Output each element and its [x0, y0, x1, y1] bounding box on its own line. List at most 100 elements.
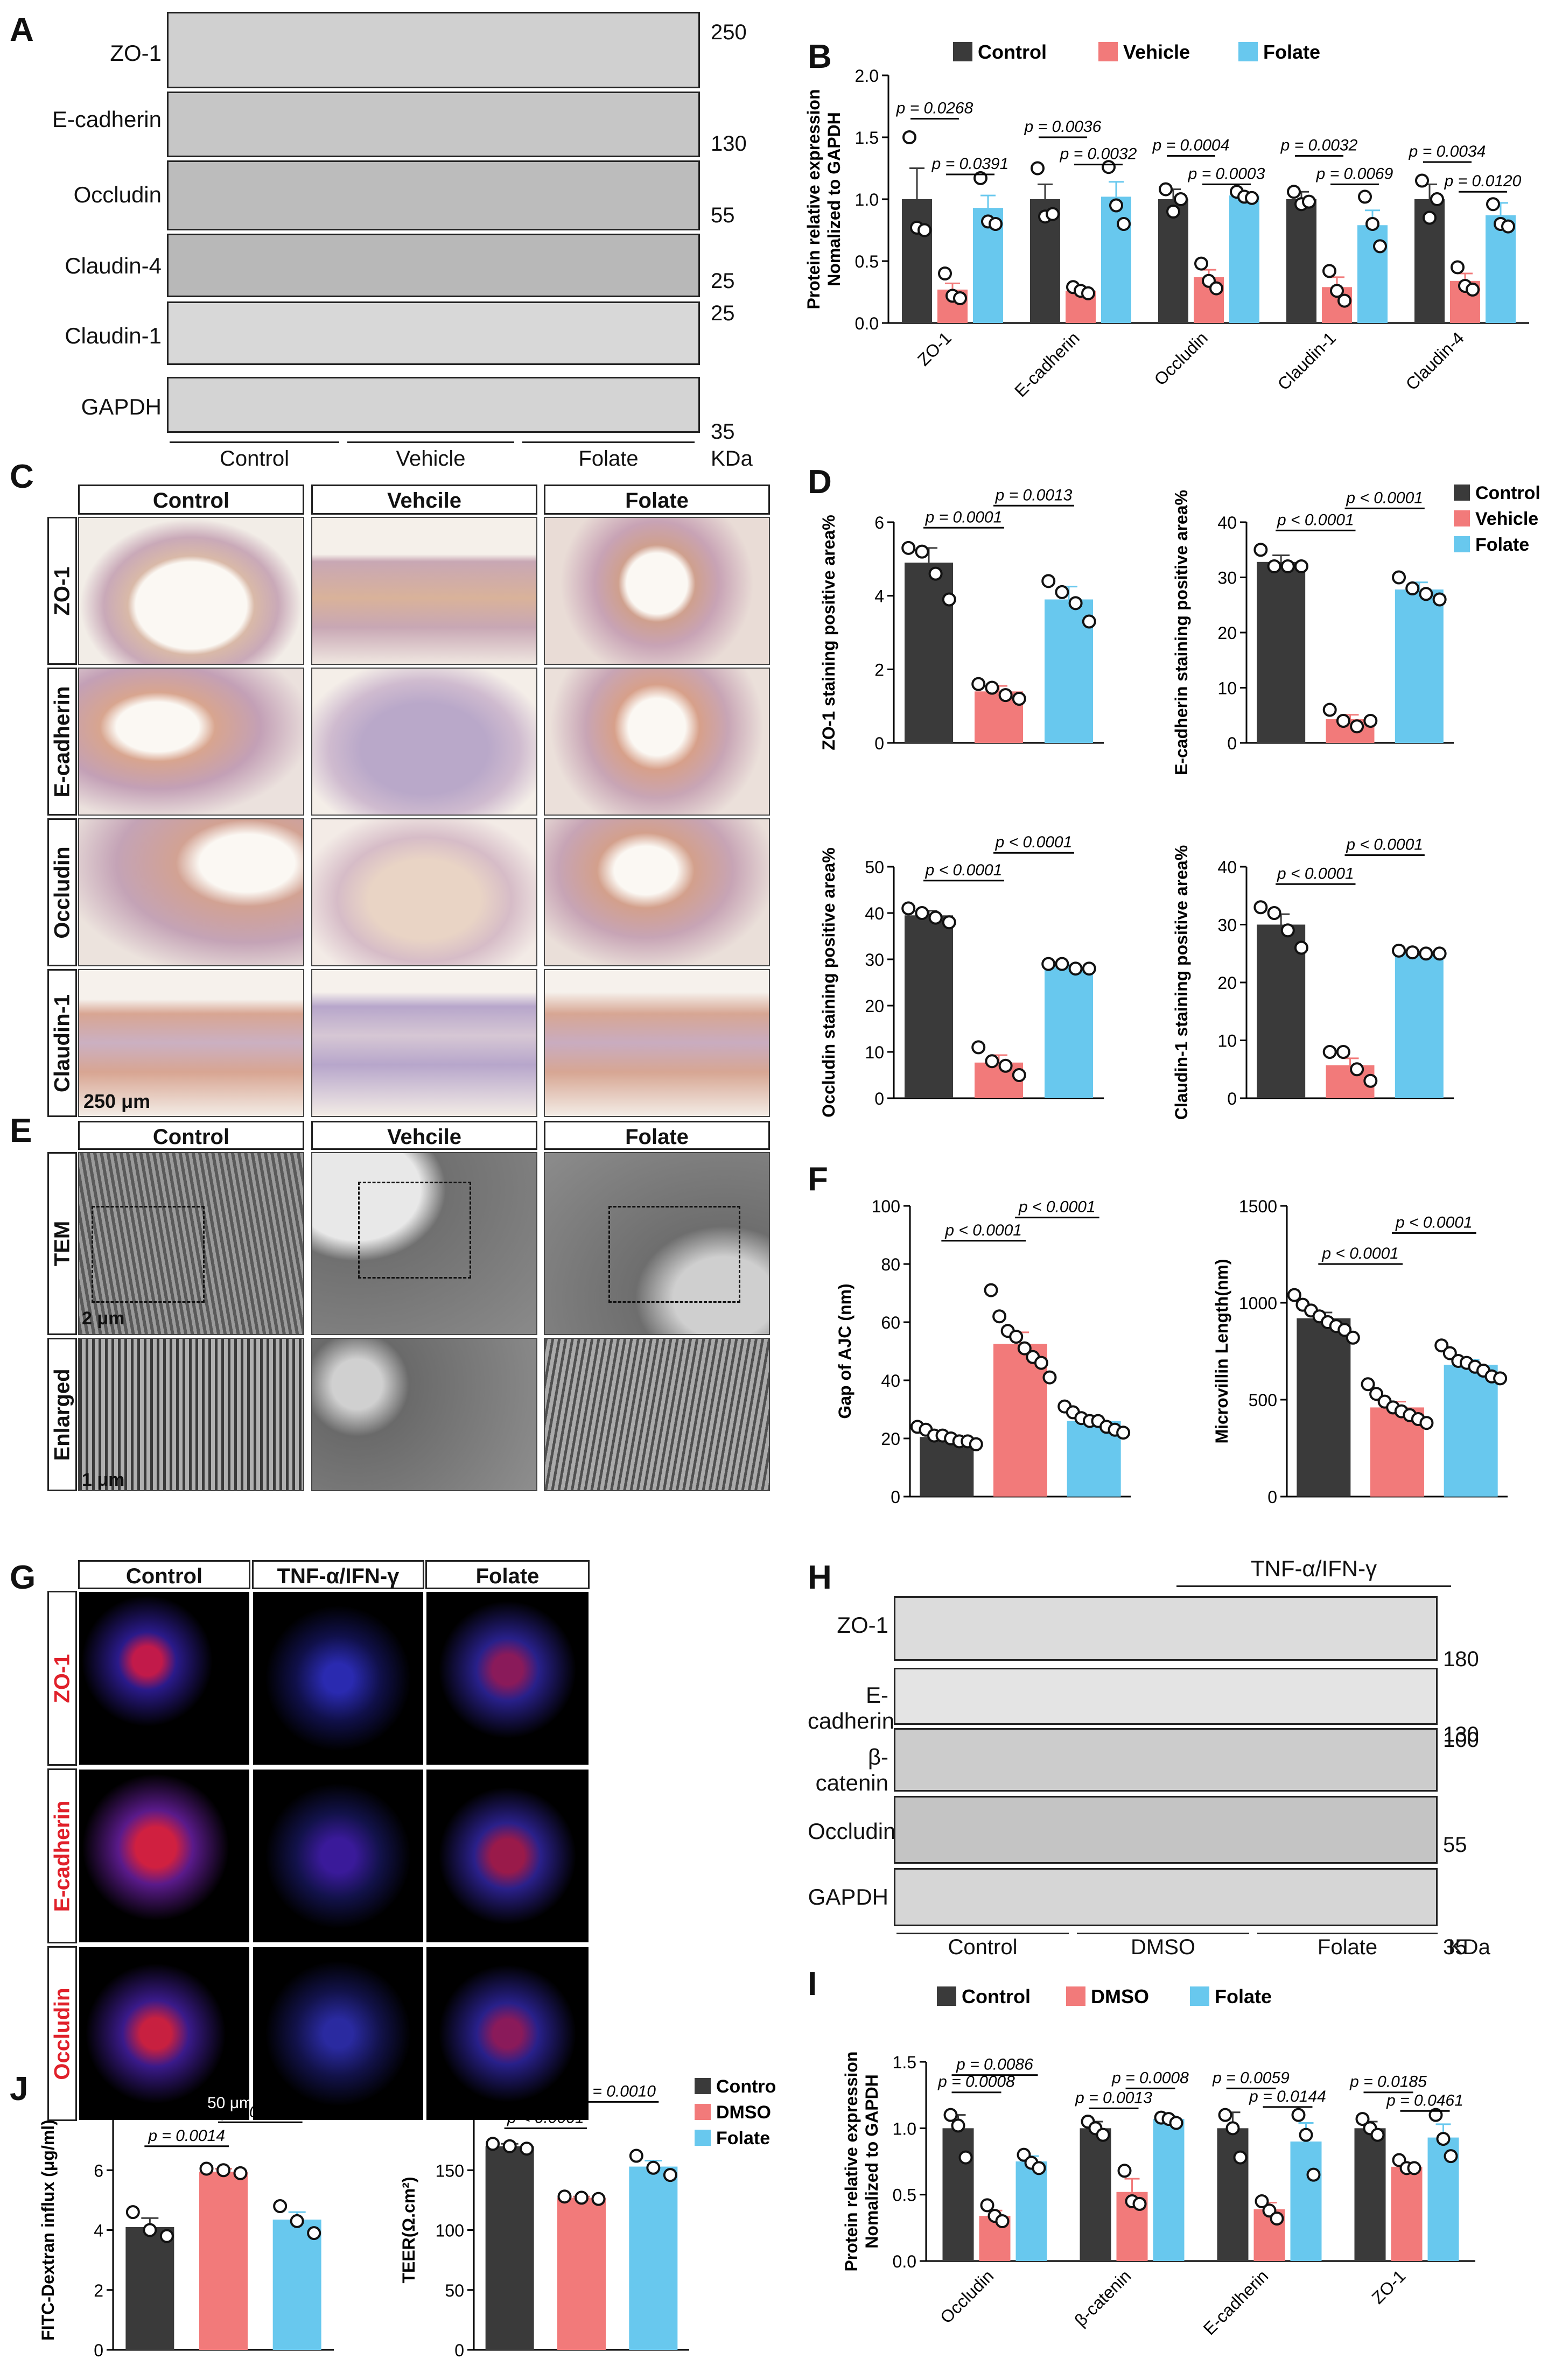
data-point: [216, 2163, 230, 2178]
data-point: [1041, 574, 1056, 588]
data-point: [1233, 2150, 1248, 2165]
data-point: [1346, 1330, 1360, 1345]
chart-b: 0.0 0.5 1.0 1.5 2.0 Protein relative expressi…: [804, 41, 1529, 401]
p-value-label: p < 0.0001: [944, 1221, 1022, 1239]
chart-j2: 0 50 100 150 200 TEER(Ω.cm²) p < 0.0001 p = 0.0…: [399, 2076, 775, 2360]
ihc-image: [544, 818, 770, 966]
data-point: [1042, 1370, 1057, 1385]
row-header-ecadherin: E-cadherin: [47, 1768, 77, 1943]
bar: [1015, 2161, 1047, 2261]
data-point: [1428, 2108, 1443, 2122]
group-underline: [896, 1933, 1069, 1934]
panel-letter-e: E: [10, 1112, 32, 1149]
y-tick-label: 0.0: [855, 314, 879, 333]
data-point: [1361, 1377, 1375, 1392]
bar: [1354, 2128, 1386, 2261]
bar: [1286, 199, 1316, 323]
blot-label-gapdh: GAPDH: [808, 1884, 888, 1909]
legend-swatch: [1238, 42, 1258, 61]
data-point: [1280, 559, 1295, 573]
data-point: [520, 2142, 534, 2156]
blot-label-occludin: Occludin: [808, 1819, 896, 1844]
y-tick-label: 50: [865, 858, 884, 877]
y-axis-label: FITC-Dextran influx (μg/ml): [38, 2119, 58, 2341]
data-point: [1444, 2149, 1458, 2164]
chart-d2: 0 10 20 30 40 E-cadherin staining positive ar…: [1172, 483, 1540, 775]
panel-letter-d: D: [808, 464, 832, 501]
legend-label: Folate: [1215, 1985, 1272, 2007]
p-value-label: p = 0.0032: [1280, 137, 1358, 155]
bar: [1486, 215, 1516, 323]
y-tick-label: 4: [874, 587, 884, 606]
x-tick-label: Claudin-1: [1274, 328, 1340, 394]
p-value-label: p = 0.0461: [1386, 2091, 1463, 2109]
y-axis-label: E-cadherin staining positive area%: [1172, 490, 1191, 775]
y-axis-label: Gap of AJC (nm): [835, 1283, 854, 1419]
data-point: [1302, 194, 1316, 209]
y-axis-label: Nomalized to GAPDH: [862, 2074, 881, 2249]
chart-d4: 0 10 20 30 40 Claudin-1 staining positive are…: [1172, 836, 1454, 1120]
y-tick-label: 10: [865, 1043, 884, 1062]
col-header-folate: Folate: [544, 485, 770, 515]
data-point: [1430, 192, 1444, 206]
data-point: [1407, 2161, 1421, 2175]
blot-strip-claudin4: [167, 234, 700, 297]
x-tick-label: ZO-1: [1368, 2266, 1409, 2307]
col-header-vehicle: Vehcile: [311, 485, 537, 515]
bar: [1229, 195, 1259, 323]
legend-swatch: [695, 2104, 711, 2120]
col-header-control: Control: [78, 1121, 304, 1150]
col-header-control: Control: [78, 485, 304, 515]
data-point: [943, 2108, 958, 2122]
data-point: [1031, 161, 1045, 175]
data-point: [1363, 1073, 1378, 1088]
unit-kda: KDa: [1448, 1935, 1490, 1959]
blot-strip-gapdh: [167, 377, 700, 433]
zoom-box: [608, 1206, 740, 1303]
mw-marker: 35: [711, 420, 735, 444]
y-tick-label: 40: [865, 904, 884, 923]
ihc-image: [544, 668, 770, 816]
y-axis-label: Occludin staining positive area%: [819, 847, 838, 1117]
mw-marker: 250: [711, 20, 747, 44]
data-point: [1432, 946, 1447, 961]
y-tick-label: 1000: [1239, 1294, 1277, 1313]
panel-letter-a: A: [10, 11, 34, 48]
legend-swatch: [1098, 42, 1118, 61]
data-point: [1166, 205, 1180, 219]
data-point: [233, 2166, 248, 2180]
blot-label-zo1: ZO-1: [110, 40, 162, 66]
data-point: [1082, 614, 1096, 629]
data-point: [1270, 2211, 1284, 2226]
data-point: [1322, 703, 1337, 717]
bar: [1045, 966, 1093, 1098]
row-header-occludin: Occludin: [47, 1946, 77, 2121]
legend-swatch: [695, 2078, 711, 2094]
bar: [485, 2146, 534, 2350]
data-point: [1267, 559, 1281, 573]
data-point: [1109, 198, 1123, 213]
data-point: [1419, 946, 1433, 961]
y-tick-label: 30: [865, 950, 884, 970]
y-tick-label: 20: [1217, 623, 1237, 643]
data-point: [125, 2205, 140, 2220]
data-point: [591, 2192, 606, 2206]
legend-swatch: [937, 1986, 956, 2006]
blot-strip-zo1: [894, 1596, 1438, 1661]
data-point: [901, 540, 916, 555]
col-header-vehicle: Vehcile: [311, 1121, 537, 1150]
data-point: [663, 2168, 677, 2182]
bar: [1257, 924, 1306, 1098]
mw-marker: 55: [711, 203, 735, 227]
data-point: [1350, 1062, 1364, 1077]
bar: [1101, 196, 1131, 323]
ihc-image: [78, 969, 304, 1117]
chart-d3: 0 10 20 30 40 50 Occludin staining positive ar…: [819, 833, 1104, 1118]
y-tick-label: 0: [1227, 1089, 1237, 1108]
data-point: [307, 2226, 321, 2241]
y-tick-label: 10: [1217, 679, 1237, 698]
y-tick-label: 2: [94, 2281, 103, 2300]
y-tick-label: 0: [1267, 1487, 1277, 1507]
tem-image: [544, 1152, 770, 1335]
p-value-label: p = 0.0069: [1316, 165, 1393, 182]
